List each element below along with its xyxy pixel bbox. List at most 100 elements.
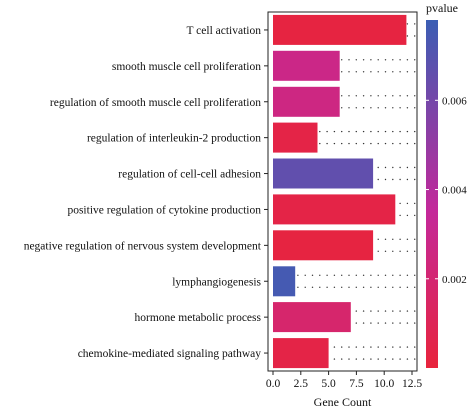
grid-dot [348, 130, 350, 133]
grid-dot [370, 142, 372, 145]
grid-dot [370, 346, 372, 348]
colorbar-title: pvalue [426, 1, 458, 15]
grid-dot [377, 107, 379, 109]
category-label: negative regulation of nervous system de… [24, 240, 262, 252]
grid-dot [414, 23, 416, 25]
category-label: hormone metabolic process [135, 312, 262, 324]
grid-dot [348, 142, 350, 145]
grid-dot [355, 286, 357, 288]
bar [273, 158, 374, 189]
grid-dot [406, 310, 409, 312]
grid-dot [341, 346, 343, 348]
grid-dot [384, 166, 387, 169]
grid-dot [341, 130, 343, 133]
grid-dot [377, 322, 379, 324]
grid-dot [414, 250, 416, 252]
grid-dot [341, 286, 343, 288]
grid-dot [399, 346, 401, 348]
x-tick-label: 5.0 [321, 378, 336, 390]
grid-dot [406, 346, 409, 348]
grid-dot [414, 274, 416, 276]
grid-dot [399, 130, 401, 133]
grid-dot [384, 250, 387, 252]
grid-dot [348, 286, 350, 288]
x-tick-label: 0.0 [266, 378, 281, 390]
grid-dot [348, 358, 350, 360]
grid-dot [392, 166, 394, 169]
grid-dot [355, 130, 357, 133]
grid-dot [414, 178, 416, 181]
grid-dot [392, 71, 394, 73]
grid-dot [399, 358, 401, 360]
grid-dot [297, 286, 299, 288]
grid-dot [341, 358, 343, 360]
grid-dot [341, 142, 343, 145]
grid-dot [355, 142, 357, 145]
grid-dot [362, 107, 365, 109]
grid-dot [414, 166, 416, 169]
grid-dot [399, 71, 401, 73]
grid-dot [362, 286, 365, 288]
grid-dot [399, 166, 401, 169]
grid-dot [326, 286, 328, 288]
grid-dot [406, 59, 409, 61]
grid-dot [406, 71, 409, 73]
category-labels: T cell activation smooth muscle cell prol… [24, 25, 268, 360]
grid-dot [377, 358, 379, 360]
grid-dot [392, 322, 394, 324]
grid-dot [414, 238, 416, 240]
grid-dot [319, 286, 321, 288]
grid-dot [377, 238, 379, 240]
grid-dot [370, 107, 372, 109]
grid-dot [370, 310, 372, 312]
grid-dot [399, 59, 401, 61]
grid-dot [399, 274, 401, 276]
grid-dot [362, 274, 365, 276]
grid-dot [362, 358, 365, 360]
grid-dot [399, 107, 401, 109]
colorbar-tick-label: 0.004 [442, 185, 467, 197]
grid-dot [406, 107, 409, 109]
grid-dot [370, 286, 372, 288]
grid-dot [406, 274, 409, 276]
grid-dot [370, 130, 372, 133]
grid-dot [392, 274, 394, 276]
grid-dot [392, 142, 394, 145]
x-tick-label: 7.5 [349, 378, 364, 390]
bar [273, 122, 318, 153]
grid-dot [304, 274, 306, 276]
grid-dot [392, 238, 394, 240]
grid-dot [326, 142, 328, 145]
category-label: smooth muscle cell proliferation [112, 61, 261, 73]
grid-dot [370, 274, 372, 276]
grid-dot [399, 322, 401, 324]
grid-dot [414, 71, 416, 73]
grid-dot [406, 286, 409, 288]
grid-dot [399, 95, 401, 97]
x-axis-title: Gene Count [314, 395, 372, 409]
grid-dot [392, 358, 394, 360]
grid-dot [384, 322, 387, 324]
grid-dot [414, 35, 416, 37]
grid-dot [333, 358, 336, 360]
grid-dot [392, 346, 394, 348]
grid-dot [406, 238, 409, 240]
grid-dot [384, 107, 387, 109]
grid-dot [362, 59, 365, 61]
grid-dot [377, 250, 379, 252]
grid-dot [341, 95, 343, 97]
grid-dot [392, 310, 394, 312]
grid-dot [377, 59, 379, 61]
grid-dot [392, 59, 394, 61]
grid-dot [362, 95, 365, 97]
grid-dot [348, 71, 350, 73]
grid-dot [414, 322, 416, 324]
bar [273, 14, 407, 45]
grid-dot [399, 214, 401, 217]
bar [273, 302, 351, 333]
grid-dot [370, 322, 372, 324]
grid-dot [362, 142, 365, 145]
grid-dot [414, 346, 416, 348]
category-label: positive regulation of cytokine producti… [67, 204, 261, 216]
grid-dot [304, 286, 306, 288]
